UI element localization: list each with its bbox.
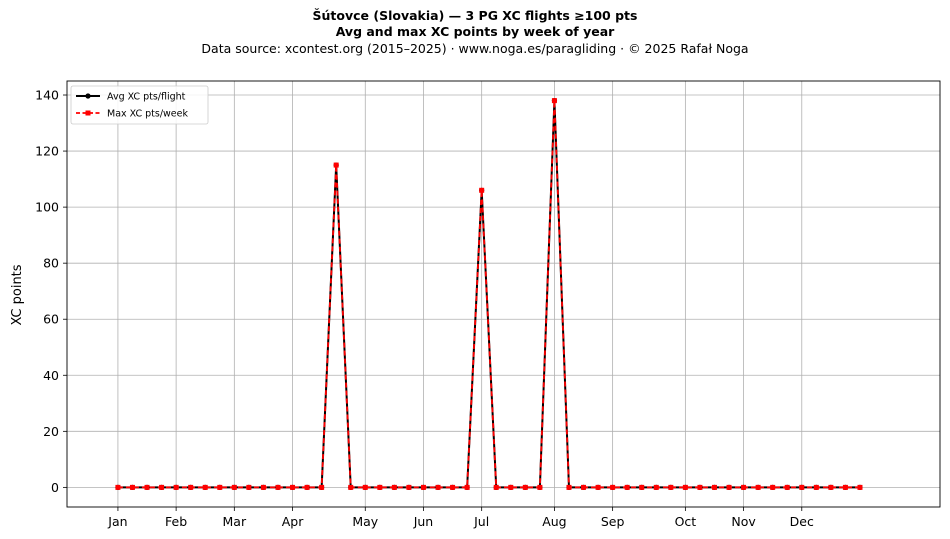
data-point — [610, 484, 616, 490]
data-point — [377, 484, 383, 490]
x-tick-label: Sep — [601, 514, 625, 529]
data-point — [464, 484, 470, 490]
data-point — [188, 484, 194, 490]
data-point — [260, 484, 266, 490]
data-point — [508, 484, 514, 490]
data-point — [159, 484, 165, 490]
series-layer — [115, 98, 863, 490]
data-point — [290, 484, 296, 490]
data-point — [770, 484, 776, 490]
series-max — [115, 98, 863, 490]
x-tick-label: Dec — [790, 514, 814, 529]
data-point — [362, 484, 368, 490]
x-tick-label: Mar — [223, 514, 247, 529]
data-point — [231, 484, 237, 490]
data-point — [173, 484, 179, 490]
data-point — [741, 484, 747, 490]
data-point — [581, 484, 587, 490]
data-point — [551, 98, 557, 104]
data-point — [304, 484, 310, 490]
x-tick-label: May — [352, 514, 378, 529]
data-point — [711, 484, 717, 490]
y-tick-label: 40 — [43, 368, 59, 383]
data-point — [348, 484, 354, 490]
data-point — [653, 484, 659, 490]
x-tick-label: Jan — [107, 514, 127, 529]
data-point — [595, 484, 601, 490]
data-point — [682, 484, 688, 490]
data-point — [755, 484, 761, 490]
y-tick-label: 0 — [51, 480, 59, 495]
legend-label-avg: Avg XC pts/flight — [107, 92, 186, 103]
x-tick-label: Oct — [675, 514, 697, 529]
data-point — [115, 484, 121, 490]
y-tick-label: 100 — [35, 200, 59, 215]
y-tick-label: 140 — [35, 88, 59, 103]
data-point — [435, 484, 441, 490]
data-point — [522, 484, 528, 490]
data-point — [391, 484, 397, 490]
y-tick-label: 80 — [43, 256, 59, 271]
data-point — [144, 484, 150, 490]
data-point — [406, 484, 412, 490]
data-point — [624, 484, 630, 490]
data-point — [566, 484, 572, 490]
series-line — [117, 99, 860, 489]
data-point — [697, 484, 703, 490]
x-tick-label: Nov — [731, 514, 756, 529]
data-point — [246, 484, 252, 490]
data-point — [420, 484, 426, 490]
data-point — [828, 484, 834, 490]
data-point — [726, 484, 732, 490]
data-point — [217, 484, 223, 490]
legend-box — [70, 85, 209, 125]
grid-lines — [67, 81, 940, 507]
data-point — [857, 484, 863, 490]
data-point — [202, 484, 208, 490]
legend: Avg XC pts/flight Max XC pts/week — [70, 85, 209, 125]
data-point — [129, 484, 135, 490]
x-tick-label: Jul — [473, 514, 489, 529]
data-point — [319, 484, 325, 490]
data-point — [799, 484, 805, 490]
data-source-note: Data source: xcontest.org (2015–2025) · … — [201, 41, 749, 56]
y-tick-label: 20 — [43, 424, 59, 439]
data-point — [479, 187, 485, 193]
data-point — [639, 484, 645, 490]
x-tick-label: Apr — [282, 514, 304, 529]
legend-label-max: Max XC pts/week — [107, 109, 188, 120]
chart-subtitle: Avg and max XC points by week of year — [335, 24, 615, 39]
x-tick-label: Jun — [413, 514, 434, 529]
data-point — [493, 484, 499, 490]
chart-title: Šútovce (Slovakia) — 3 PG XC flights ≥10… — [312, 8, 638, 23]
data-point — [784, 484, 790, 490]
data-point — [668, 484, 674, 490]
x-tick-label: Aug — [542, 514, 566, 529]
y-tick-label: 120 — [35, 144, 59, 159]
data-point — [813, 484, 819, 490]
chart-title-block: Šútovce (Slovakia) — 3 PG XC flights ≥10… — [0, 8, 950, 57]
y-tick-label: 60 — [43, 312, 59, 327]
legend-marker-avg — [85, 93, 91, 99]
data-point — [275, 484, 281, 490]
y-axis-ticks: 0 20 40 60 80 100 120 140 — [35, 88, 67, 495]
series-line — [117, 99, 860, 489]
legend-marker-max — [85, 110, 91, 116]
plot-frame — [66, 80, 941, 508]
y-axis-label: XC points — [10, 264, 25, 325]
x-tick-label: Feb — [165, 514, 187, 529]
data-point — [842, 484, 848, 490]
data-point — [537, 484, 543, 490]
x-axis-ticks: Jan Feb Mar Apr May Jun Jul Aug Sep Oct Nov Dec — [107, 507, 814, 529]
data-point — [333, 162, 339, 168]
data-point — [450, 484, 456, 490]
